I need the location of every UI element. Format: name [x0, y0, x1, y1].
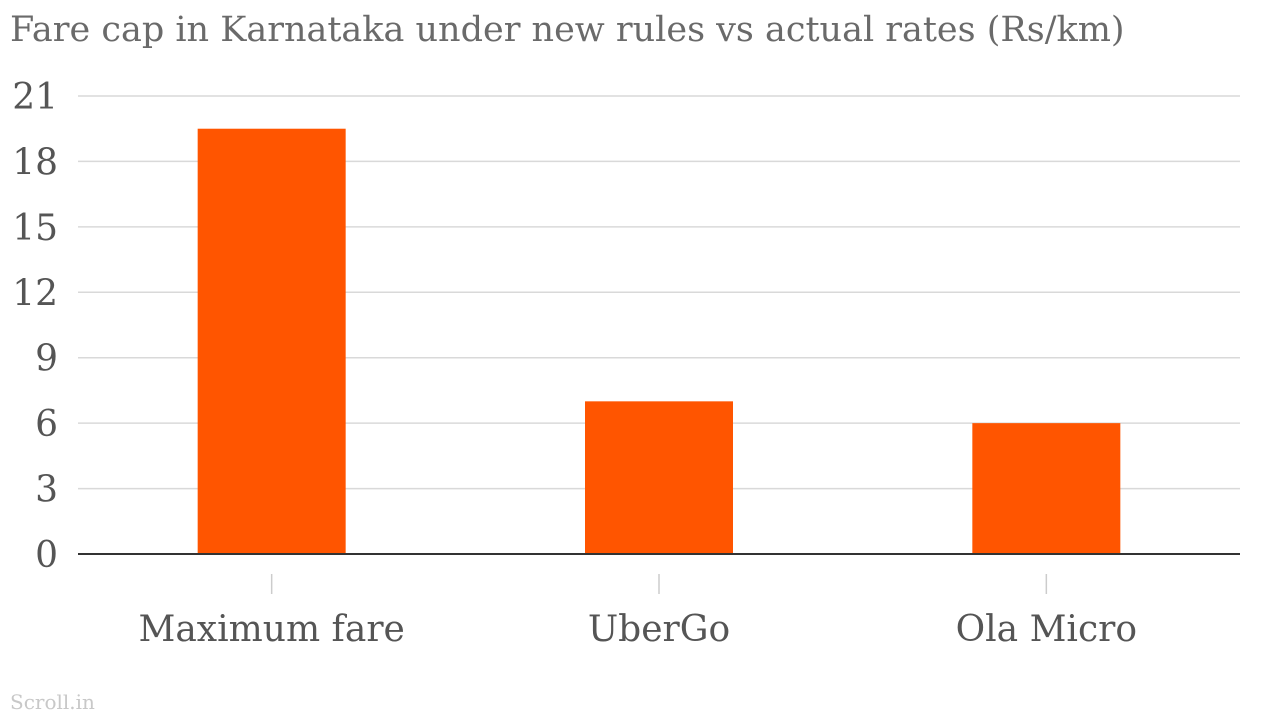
y-tick-label-9: 9 — [35, 339, 58, 380]
x-tick-label-ubergo: UberGo — [588, 609, 730, 650]
y-axis-tick-labels: 0 3 6 9 12 15 18 21 — [12, 77, 58, 576]
bars — [197, 128, 1121, 554]
x-axis-ticks: Maximum fare UberGo Ola Micro — [138, 574, 1137, 650]
bar-ola-micro — [972, 423, 1121, 554]
source-credit: Scroll.in — [10, 690, 95, 714]
x-tick-label-maximum-fare: Maximum fare — [138, 609, 404, 650]
y-tick-label-15: 15 — [12, 208, 58, 249]
chart-title: Fare cap in Karnataka under new rules vs… — [10, 10, 1125, 50]
bar-ubergo — [585, 401, 733, 554]
y-tick-label-3: 3 — [35, 470, 58, 511]
y-tick-label-18: 18 — [12, 142, 58, 183]
y-tick-label-0: 0 — [35, 535, 58, 576]
bar-maximum-fare — [197, 128, 346, 554]
y-tick-label-21: 21 — [12, 77, 58, 118]
x-tick-label-ola-micro: Ola Micro — [956, 609, 1137, 650]
y-tick-label-12: 12 — [12, 273, 58, 314]
y-tick-label-6: 6 — [35, 404, 58, 445]
